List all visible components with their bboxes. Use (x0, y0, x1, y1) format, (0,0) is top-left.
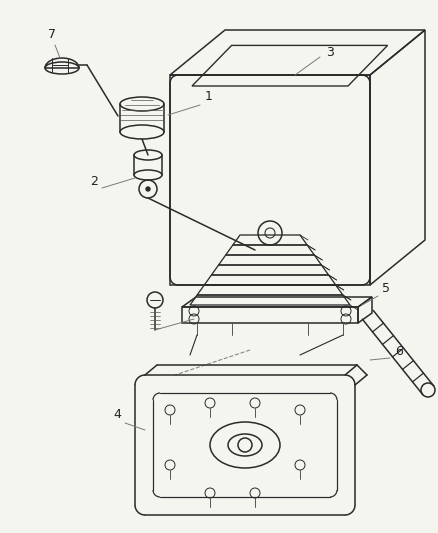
Text: 6: 6 (395, 345, 403, 358)
Text: 7: 7 (48, 28, 56, 41)
Text: 3: 3 (326, 45, 334, 59)
Text: 2: 2 (90, 175, 98, 188)
Text: 4: 4 (113, 408, 121, 421)
Text: 5: 5 (382, 282, 390, 295)
Text: 1: 1 (205, 90, 213, 103)
Ellipse shape (421, 383, 435, 397)
Circle shape (146, 187, 150, 191)
